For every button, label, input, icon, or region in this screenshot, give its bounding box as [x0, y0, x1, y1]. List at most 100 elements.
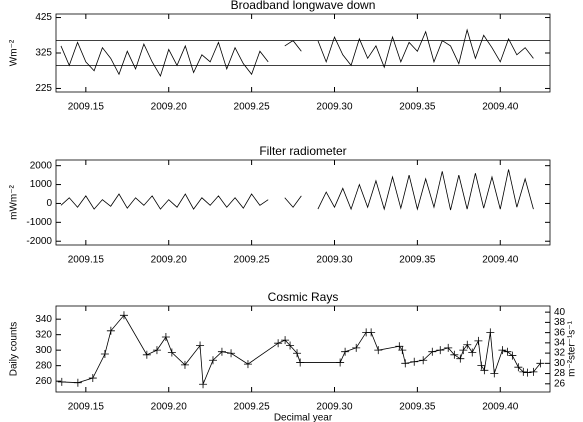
x-tick-label: 2009.20	[151, 102, 188, 113]
marker	[514, 363, 523, 372]
marker	[152, 346, 161, 355]
marker	[529, 367, 538, 376]
y-tick-label: 2000	[30, 160, 53, 171]
marker	[436, 346, 445, 355]
x-tick-label: 2009.15	[68, 102, 105, 113]
marker	[243, 360, 252, 369]
marker	[73, 378, 82, 387]
marker	[161, 332, 170, 341]
marker	[480, 366, 489, 375]
data-line	[60, 28, 534, 78]
marker	[57, 377, 66, 386]
y-tick-label: 425	[35, 12, 52, 23]
marker	[100, 350, 109, 359]
y-tick-label: 320	[35, 329, 52, 340]
y2-tick-label: 32	[554, 348, 566, 359]
y2-tick-label: 26	[554, 378, 566, 389]
y-tick-label: 280	[35, 360, 52, 371]
panel-title: Broadband longwave down	[231, 0, 376, 12]
marker	[477, 361, 486, 370]
marker	[167, 348, 176, 357]
y2-tick-label: 34	[554, 337, 566, 348]
marker	[208, 356, 217, 365]
y-tick-label: 1000	[30, 179, 53, 190]
marker	[106, 326, 115, 335]
y2-tick-label: 36	[554, 327, 566, 338]
panel-title: Filter radiometer	[259, 144, 346, 158]
panel-title: Cosmic Rays	[268, 290, 339, 304]
marker	[180, 360, 189, 369]
marker	[336, 358, 345, 367]
marker	[142, 350, 151, 359]
y-tick-label: 0	[46, 198, 52, 209]
x-tick-label: 2009.25	[234, 402, 271, 413]
marker	[88, 374, 97, 383]
x-tick-label: 2009.30	[316, 255, 353, 266]
x-tick-label: 2009.20	[151, 402, 188, 413]
y2-tick-label: 38	[554, 317, 566, 328]
x-tick-label: 2009.25	[234, 255, 271, 266]
marker	[410, 357, 419, 366]
y2-tick-label: 30	[554, 358, 566, 369]
y2-axis-label: m⁻²ster⁻¹s⁻¹	[567, 320, 578, 376]
marker	[508, 351, 517, 360]
marker	[296, 358, 305, 367]
marker	[199, 380, 208, 389]
marker	[293, 349, 302, 358]
x-tick-label: 2009.35	[399, 102, 436, 113]
marker	[459, 346, 468, 355]
x-tick-label: 2009.15	[68, 402, 105, 413]
x-tick-label: 2009.20	[151, 255, 188, 266]
marker	[456, 354, 465, 363]
marker	[503, 347, 512, 356]
marker	[419, 356, 428, 365]
marker	[444, 343, 453, 352]
marker	[474, 336, 483, 345]
marker	[341, 347, 350, 356]
marker	[428, 347, 437, 356]
marker	[490, 369, 499, 378]
y-tick-label: 300	[35, 345, 52, 356]
marker	[468, 348, 477, 357]
marker	[367, 328, 376, 337]
x-tick-label: 2009.40	[482, 255, 519, 266]
data-line	[60, 169, 534, 211]
plot-frame	[55, 159, 551, 246]
marker	[286, 341, 295, 350]
marker	[374, 346, 383, 355]
x-axis-label: Decimal year	[274, 413, 333, 422]
x-tick-label: 2009.35	[399, 255, 436, 266]
marker	[523, 368, 532, 377]
y-axis-label: Wm⁻²	[9, 39, 20, 66]
marker	[274, 339, 283, 348]
y-tick-label: 225	[35, 83, 52, 94]
marker	[463, 340, 472, 349]
x-tick-label: 2009.40	[482, 102, 519, 113]
plot-frame	[55, 13, 551, 93]
marker	[486, 328, 495, 337]
y-tick-label: 325	[35, 48, 52, 59]
marker	[450, 350, 459, 359]
y-tick-label: 260	[35, 376, 52, 387]
data-line	[61, 314, 541, 385]
plot-frame	[55, 305, 551, 393]
y-tick-label: -2000	[26, 236, 52, 247]
y-axis-label: mWm⁻²	[9, 184, 20, 219]
x-tick-label: 2009.30	[316, 102, 353, 113]
y2-tick-label: 28	[554, 368, 566, 379]
marker	[227, 349, 236, 358]
x-tick-label: 2009.30	[316, 402, 353, 413]
marker	[196, 341, 205, 350]
marker	[217, 347, 226, 356]
y-tick-label: -1000	[26, 217, 52, 228]
marker	[119, 311, 128, 320]
y-axis-label: Daily counts	[9, 322, 20, 376]
marker	[536, 359, 545, 368]
y-tick-label: 340	[35, 314, 52, 325]
marker	[281, 336, 290, 345]
marker	[401, 359, 410, 368]
marker	[519, 367, 528, 376]
x-tick-label: 2009.40	[482, 402, 519, 413]
marker	[352, 343, 361, 352]
